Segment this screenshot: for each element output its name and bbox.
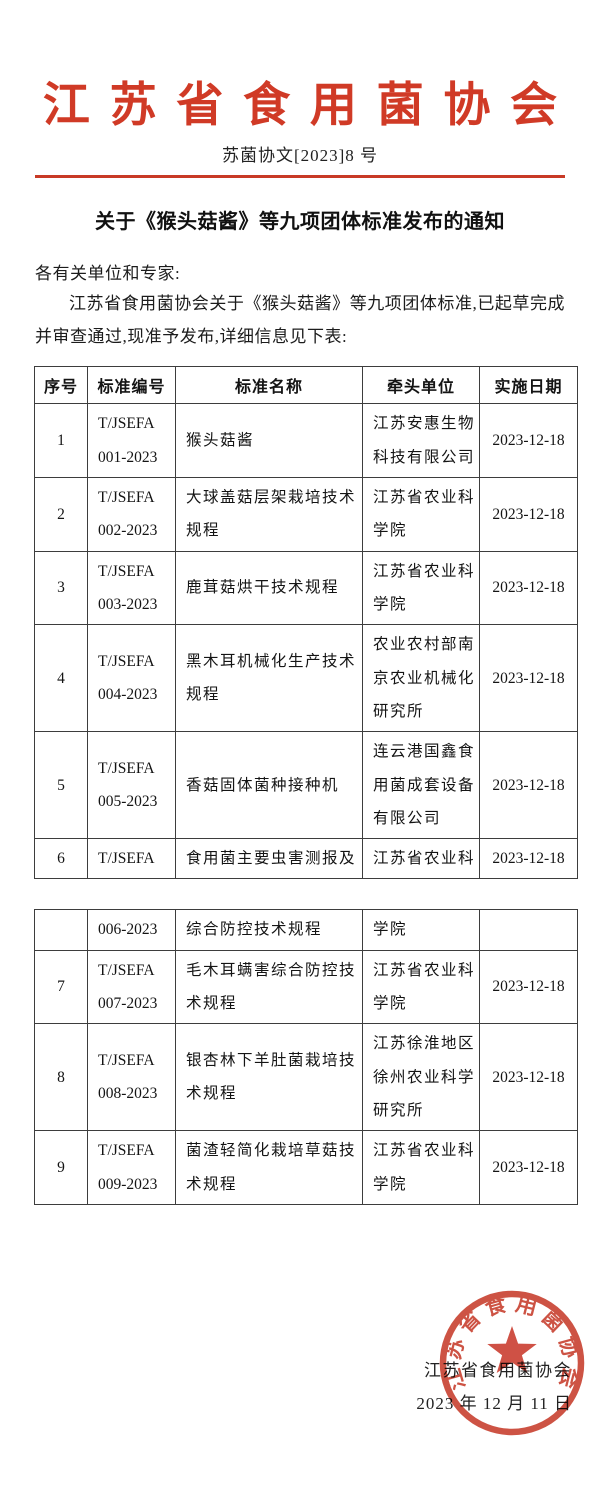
cell-index: 8 <box>34 1023 88 1132</box>
cell-index: 5 <box>34 731 88 840</box>
col-header-index: 序号 <box>34 366 88 405</box>
cell-standard-number: T/JSEFA 001-2023 <box>87 403 176 478</box>
cell-impl-date: 2023-12-18 <box>479 1130 578 1205</box>
cell-standard-number: T/JSEFA <box>87 838 176 880</box>
table-row: 5 T/JSEFA 005-2023 香菇固体菌种接种机 连云港国鑫食用菌成套设… <box>34 731 578 840</box>
cell-standard-number: 006-2023 <box>87 909 176 951</box>
cell-lead-unit: 农业农村部南京农业机械化研究所 <box>362 624 480 733</box>
cell-lead-unit: 江苏省农业科学院 <box>362 550 480 626</box>
table-row: 3 T/JSEFA 003-2023 鹿茸菇烘干技术规程 江苏省农业科学院 20… <box>34 550 578 626</box>
cell-standard-number: T/JSEFA 007-2023 <box>87 949 176 1025</box>
cell-lead-unit: 连云港国鑫食用菌成套设备有限公司 <box>362 731 480 840</box>
cell-index: 1 <box>34 403 88 478</box>
notice-body: 江苏省食用菌协会关于《猴头菇酱》等九项团体标准,已起草完成并审查通过,现准予发布… <box>35 294 565 347</box>
cell-impl-date: 2023-12-18 <box>479 550 578 626</box>
col-header-impl-date: 实施日期 <box>479 366 578 405</box>
table-row: 1 T/JSEFA 001-2023 猴头菇酱 江苏安惠生物科技有限公司 202… <box>34 403 578 478</box>
salutation: 各有关单位和专家: <box>35 264 181 284</box>
cell-standard-name: 菌渣轻简化栽培草菇技术规程 <box>175 1130 363 1205</box>
col-header-lead-unit: 牵头单位 <box>362 366 480 405</box>
col-header-standard-name: 标准名称 <box>175 366 363 405</box>
cell-standard-number: T/JSEFA 002-2023 <box>87 477 176 552</box>
cell-lead-unit: 江苏徐淮地区徐州农业科学研究所 <box>362 1023 480 1132</box>
cell-standard-number: T/JSEFA 004-2023 <box>87 624 176 733</box>
cell-impl-date: 2023-12-18 <box>479 624 578 733</box>
cell-standard-number: T/JSEFA 005-2023 <box>87 731 176 840</box>
cell-lead-unit: 江苏安惠生物科技有限公司 <box>362 403 480 478</box>
table-row: 8 T/JSEFA 008-2023 银杏林下羊肚菌栽培技术规程 江苏徐淮地区徐… <box>34 1023 578 1132</box>
table-header-row: 序号 标准编号 标准名称 牵头单位 实施日期 <box>34 366 578 405</box>
doc-number: 苏菌协文[2023]8 号 <box>221 146 379 166</box>
table-row: 4 T/JSEFA 004-2023 黑木耳机械化生产技术规程 农业农村部南京农… <box>34 624 578 733</box>
table-row: 6 T/JSEFA 食用菌主要虫害测报及 江苏省农业科 2023-12-18 <box>34 838 578 880</box>
cell-standard-number: T/JSEFA 009-2023 <box>87 1130 176 1205</box>
cell-lead-unit: 江苏省农业科学院 <box>362 1130 480 1205</box>
cell-impl-date: 2023-12-18 <box>479 838 578 880</box>
cell-standard-name: 香菇固体菌种接种机 <box>175 731 363 840</box>
cell-impl-date: 2023-12-18 <box>479 731 578 840</box>
standards-table-part2: 006-2023 综合防控技术规程 学院 7 T/JSEFA 007-2023 … <box>34 909 578 1205</box>
cell-standard-name: 食用菌主要虫害测报及 <box>175 838 363 880</box>
red-rule-divider <box>35 175 565 179</box>
table-row: 2 T/JSEFA 002-2023 大球盖菇层架栽培技术规程 江苏省农业科学院… <box>34 477 578 552</box>
cell-lead-unit: 江苏省农业科 <box>362 838 480 880</box>
cell-impl-date: 2023-12-18 <box>479 403 578 478</box>
table-row: 7 T/JSEFA 007-2023 毛木耳螨害综合防控技术规程 江苏省农业科学… <box>34 949 578 1025</box>
col-header-standard-number: 标准编号 <box>87 366 176 405</box>
table-row: 006-2023 综合防控技术规程 学院 <box>34 909 578 951</box>
cell-impl-date: 2023-12-18 <box>479 477 578 552</box>
signature-date: 2023 年 12 月 11 日 <box>416 1394 572 1413</box>
cell-standard-name: 毛木耳螨害综合防控技术规程 <box>175 949 363 1025</box>
cell-impl-date <box>479 909 578 951</box>
cell-index: 7 <box>34 949 88 1025</box>
cell-lead-unit: 学院 <box>362 909 480 951</box>
cell-lead-unit: 江苏省农业科学院 <box>362 949 480 1025</box>
cell-standard-name: 银杏林下羊肚菌栽培技术规程 <box>175 1023 363 1132</box>
table-row: 9 T/JSEFA 009-2023 菌渣轻简化栽培草菇技术规程 江苏省农业科学… <box>34 1130 578 1205</box>
signature-org: 江苏省食用菌协会 <box>424 1361 572 1380</box>
cell-impl-date: 2023-12-18 <box>479 1023 578 1132</box>
standards-table-part1: 序号 标准编号 标准名称 牵头单位 实施日期 1 T/JSEFA 001-202… <box>34 366 578 880</box>
cell-standard-name: 综合防控技术规程 <box>175 909 363 951</box>
cell-standard-number: T/JSEFA 003-2023 <box>87 550 176 626</box>
cell-standard-name: 黑木耳机械化生产技术规程 <box>175 624 363 733</box>
org-name-header: 江苏省食用菌协会 <box>42 80 577 132</box>
cell-index <box>34 909 88 951</box>
notice-title: 关于《猴头菇酱》等九项团体标准发布的通知 <box>95 211 505 234</box>
cell-index: 9 <box>34 1130 88 1205</box>
cell-index: 6 <box>34 838 88 880</box>
cell-index: 2 <box>34 477 88 552</box>
cell-standard-name: 大球盖菇层架栽培技术规程 <box>175 477 363 552</box>
cell-index: 4 <box>34 624 88 733</box>
cell-index: 3 <box>34 550 88 626</box>
cell-standard-number: T/JSEFA 008-2023 <box>87 1023 176 1132</box>
cell-standard-name: 鹿茸菇烘干技术规程 <box>175 550 363 626</box>
cell-standard-name: 猴头菇酱 <box>175 403 363 478</box>
cell-lead-unit: 江苏省农业科学院 <box>362 477 480 552</box>
cell-impl-date: 2023-12-18 <box>479 949 578 1025</box>
